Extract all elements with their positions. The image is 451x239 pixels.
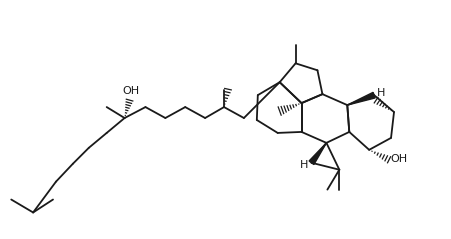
- Text: OH: OH: [390, 154, 407, 164]
- Text: OH: OH: [123, 86, 140, 96]
- Polygon shape: [347, 92, 375, 105]
- Text: H: H: [300, 160, 308, 170]
- Polygon shape: [309, 143, 327, 164]
- Text: H: H: [377, 88, 386, 98]
